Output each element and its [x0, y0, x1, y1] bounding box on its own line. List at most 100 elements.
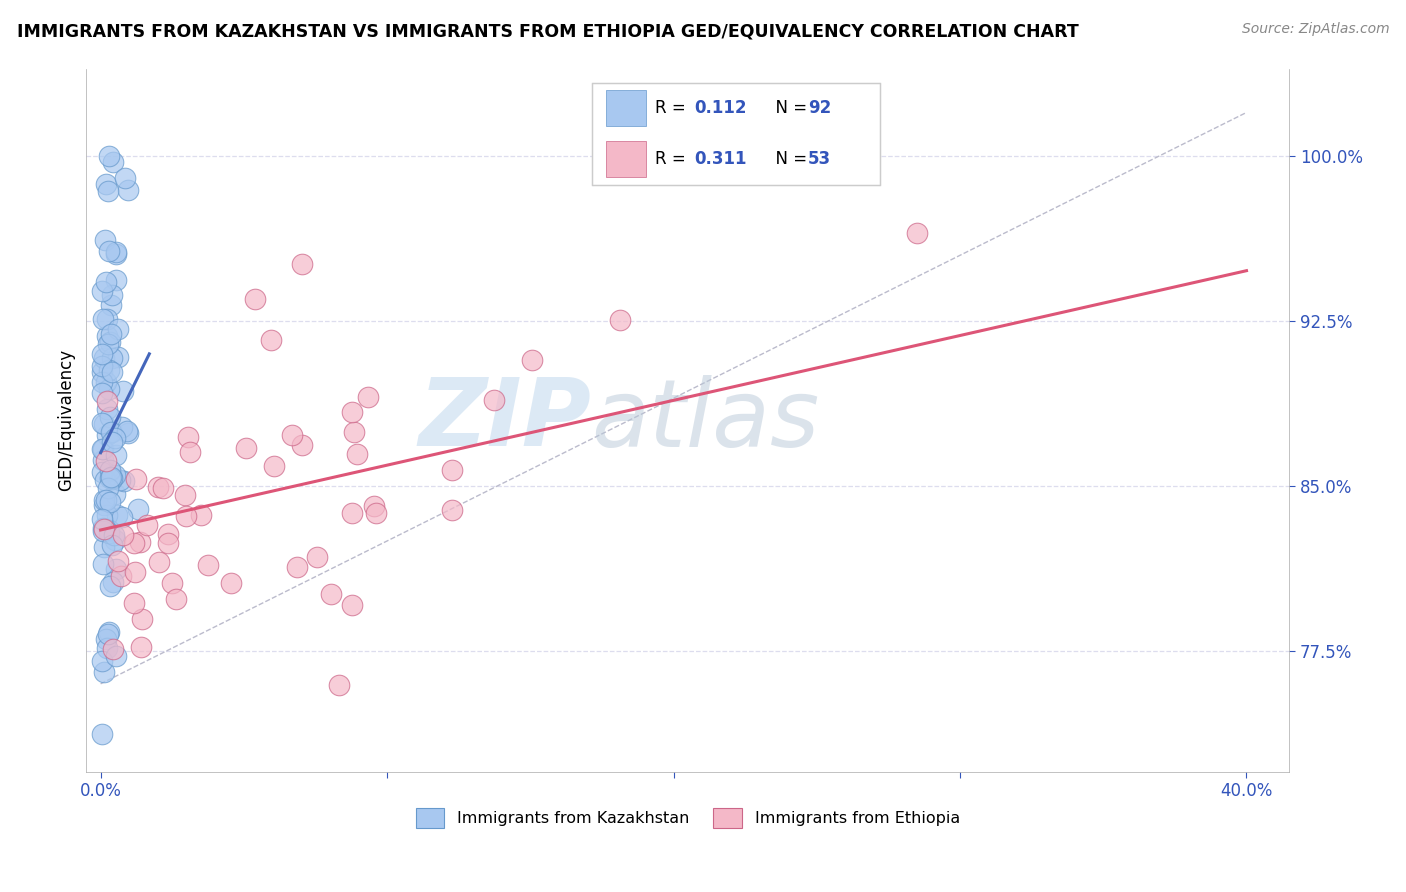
Point: [363, 499, 385, 513]
Point: [100, 351, 122, 365]
Point: [243, 292, 266, 306]
Point: [104, 487, 127, 501]
Point: [307, 549, 329, 564]
Point: [93, 351, 115, 365]
Point: [176, 509, 198, 524]
Point: [129, 535, 152, 549]
Point: [97, 627, 120, 641]
Point: [91, 385, 114, 400]
Point: [96, 427, 118, 442]
Point: [165, 591, 187, 606]
Point: [905, 227, 928, 241]
Point: [131, 612, 153, 626]
Point: [366, 506, 388, 520]
Point: [104, 247, 127, 261]
Point: [93, 541, 115, 555]
Point: [100, 327, 122, 342]
Point: [101, 425, 124, 439]
Point: [114, 171, 136, 186]
Point: [93, 522, 115, 536]
Point: [115, 424, 138, 438]
Point: [91, 366, 114, 380]
Point: [319, 587, 342, 601]
Point: [101, 641, 124, 656]
Point: [91, 359, 114, 373]
Text: ZIP: ZIP: [419, 374, 592, 467]
Point: [235, 442, 257, 456]
Point: [100, 425, 122, 439]
Point: [101, 434, 124, 449]
Point: [91, 512, 114, 526]
Point: [110, 568, 132, 582]
Point: [131, 640, 153, 655]
Point: [112, 474, 135, 488]
Text: atlas: atlas: [592, 375, 820, 466]
Point: [98, 625, 121, 640]
Point: [357, 391, 380, 405]
Point: [173, 488, 195, 502]
Legend: Immigrants from Kazakhstan, Immigrants from Ethiopia: Immigrants from Kazakhstan, Immigrants f…: [409, 802, 966, 834]
Point: [93, 492, 115, 507]
Point: [91, 727, 114, 741]
Point: [94, 632, 117, 647]
Point: [101, 365, 124, 379]
Point: [101, 470, 124, 484]
Point: [100, 462, 122, 476]
Point: [179, 444, 201, 458]
Point: [259, 333, 281, 347]
Point: [117, 182, 139, 196]
Point: [98, 495, 121, 509]
Point: [346, 447, 368, 461]
Point: [160, 576, 183, 591]
Point: [91, 376, 114, 390]
Point: [157, 527, 180, 541]
Point: [104, 648, 127, 663]
Point: [263, 458, 285, 473]
Point: [91, 654, 114, 668]
Point: [98, 362, 121, 376]
Point: [328, 678, 350, 692]
Point: [94, 177, 117, 191]
Point: [96, 401, 118, 416]
Point: [156, 536, 179, 550]
Point: [100, 298, 122, 312]
Point: [291, 438, 314, 452]
Point: [219, 576, 242, 591]
Point: [96, 394, 118, 409]
Point: [94, 375, 117, 389]
Point: [101, 575, 124, 590]
Point: [148, 555, 170, 569]
Y-axis label: GED/Equivalency: GED/Equivalency: [58, 349, 75, 491]
Point: [96, 275, 118, 289]
Point: [91, 453, 114, 467]
Point: [97, 244, 120, 258]
Point: [97, 336, 120, 351]
Point: [112, 384, 135, 399]
Point: [100, 410, 122, 425]
Point: [117, 425, 139, 440]
Point: [91, 285, 114, 299]
Point: [96, 641, 118, 656]
Point: [125, 472, 148, 486]
Point: [108, 474, 131, 488]
Point: [441, 463, 464, 477]
Point: [342, 506, 364, 520]
Point: [96, 508, 118, 522]
Point: [146, 480, 169, 494]
Point: [100, 471, 122, 485]
Point: [124, 565, 146, 579]
Point: [609, 312, 631, 326]
Point: [105, 508, 128, 522]
Point: [98, 579, 121, 593]
Point: [127, 501, 149, 516]
Point: [342, 405, 364, 419]
Point: [94, 233, 117, 247]
Point: [97, 482, 120, 496]
Point: [96, 329, 118, 343]
Point: [98, 334, 121, 349]
Point: [91, 312, 114, 326]
Point: [93, 520, 115, 534]
Point: [152, 481, 174, 495]
Point: [94, 493, 117, 508]
Point: [107, 553, 129, 567]
